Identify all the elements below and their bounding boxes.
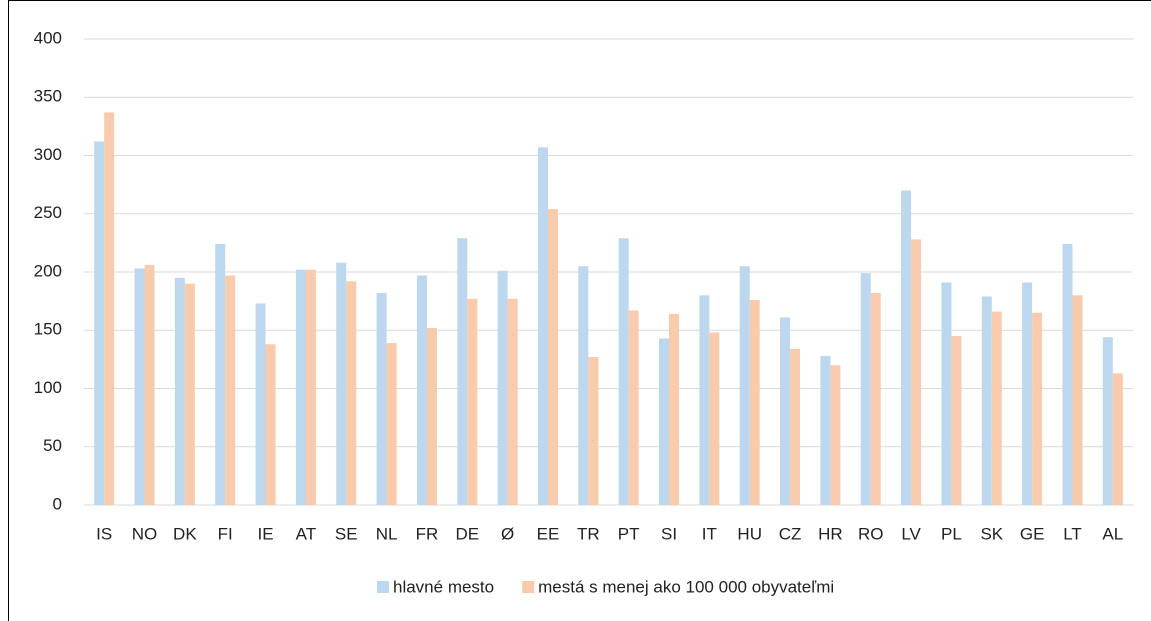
x-tick-label: RO bbox=[858, 524, 884, 543]
bar bbox=[588, 357, 599, 505]
bar bbox=[104, 112, 115, 506]
x-tick-label: PT bbox=[618, 524, 640, 543]
bar bbox=[578, 266, 589, 505]
y-tick-label: 400 bbox=[34, 28, 62, 47]
legend-swatch bbox=[377, 581, 389, 593]
bar bbox=[901, 190, 912, 505]
x-tick-label: SE bbox=[335, 524, 358, 543]
bar bbox=[780, 317, 791, 505]
bar bbox=[709, 332, 720, 505]
bar bbox=[830, 365, 841, 505]
x-tick-label: DK bbox=[173, 524, 197, 543]
x-tick-label: IT bbox=[702, 524, 717, 543]
bar bbox=[426, 327, 437, 505]
y-tick-label: 100 bbox=[34, 378, 62, 397]
bar bbox=[507, 298, 518, 505]
x-tick-label: AT bbox=[296, 524, 316, 543]
x-tick-label: EE bbox=[537, 524, 560, 543]
y-tick-label: 350 bbox=[34, 87, 62, 106]
bar bbox=[134, 268, 145, 505]
bar bbox=[981, 296, 992, 505]
x-tick-label: LV bbox=[901, 524, 921, 543]
bar bbox=[376, 292, 387, 505]
bar bbox=[618, 238, 629, 505]
legend-label: hlavné mesto bbox=[393, 577, 494, 596]
x-tick-label: PL bbox=[941, 524, 962, 543]
x-tick-label: LT bbox=[1063, 524, 1082, 543]
bar bbox=[295, 269, 306, 505]
frame bbox=[8, 0, 1151, 621]
bar bbox=[184, 283, 195, 505]
bar bbox=[416, 275, 427, 505]
y-tick-label: 250 bbox=[34, 203, 62, 222]
bar bbox=[951, 336, 962, 505]
bar bbox=[305, 269, 316, 505]
bar bbox=[174, 277, 185, 505]
bar bbox=[790, 348, 801, 505]
y-tick-label: 50 bbox=[43, 436, 62, 455]
x-tick-label: HR bbox=[818, 524, 843, 543]
bar bbox=[1072, 295, 1083, 505]
x-tick-label: IS bbox=[96, 524, 112, 543]
bar bbox=[1032, 312, 1043, 505]
x-tick-label: SI bbox=[661, 524, 677, 543]
x-tick-label: GE bbox=[1020, 524, 1045, 543]
y-tick-label: 150 bbox=[34, 320, 62, 339]
bar bbox=[537, 147, 548, 505]
legend-label: mestá s menej ako 100 000 obyvateľmi bbox=[538, 577, 834, 596]
x-tick-label: AL bbox=[1102, 524, 1123, 543]
x-tick-label: TR bbox=[577, 524, 600, 543]
legend-swatch bbox=[522, 581, 535, 593]
bar bbox=[215, 244, 226, 506]
bar bbox=[669, 313, 680, 505]
bar bbox=[255, 303, 266, 505]
bar bbox=[497, 270, 508, 505]
bar bbox=[467, 298, 478, 505]
bar bbox=[1102, 337, 1113, 505]
bar bbox=[225, 275, 236, 505]
bar bbox=[94, 141, 105, 505]
bar bbox=[144, 265, 155, 505]
bar bbox=[911, 239, 922, 505]
y-tick-label: 0 bbox=[53, 494, 62, 513]
bar bbox=[941, 282, 952, 505]
bar bbox=[628, 310, 639, 505]
bar bbox=[1022, 282, 1033, 505]
bar bbox=[820, 355, 831, 505]
bar bbox=[739, 266, 750, 505]
bar bbox=[699, 295, 710, 505]
x-tick-label: FI bbox=[218, 524, 233, 543]
bar bbox=[265, 344, 276, 505]
bar bbox=[346, 281, 357, 505]
x-tick-label: CZ bbox=[779, 524, 802, 543]
x-tick-label: Ø bbox=[501, 524, 514, 543]
bar bbox=[457, 238, 468, 505]
bar bbox=[860, 273, 871, 505]
y-tick-label: 300 bbox=[34, 145, 62, 164]
bar bbox=[749, 299, 760, 505]
x-tick-label: DE bbox=[455, 524, 479, 543]
x-tick-label: HU bbox=[737, 524, 762, 543]
x-tick-label: NO bbox=[132, 524, 158, 543]
x-tick-label: IE bbox=[258, 524, 274, 543]
bar bbox=[870, 292, 881, 505]
bar bbox=[336, 262, 347, 505]
bar bbox=[991, 311, 1002, 505]
bar bbox=[547, 209, 558, 505]
bar bbox=[1062, 244, 1073, 506]
x-tick-label: NL bbox=[376, 524, 398, 543]
bar bbox=[1112, 373, 1123, 505]
bar bbox=[386, 343, 397, 505]
bar bbox=[659, 338, 670, 505]
x-tick-label: FR bbox=[416, 524, 439, 543]
y-tick-label: 200 bbox=[34, 261, 62, 280]
x-tick-label: SK bbox=[980, 524, 1003, 543]
